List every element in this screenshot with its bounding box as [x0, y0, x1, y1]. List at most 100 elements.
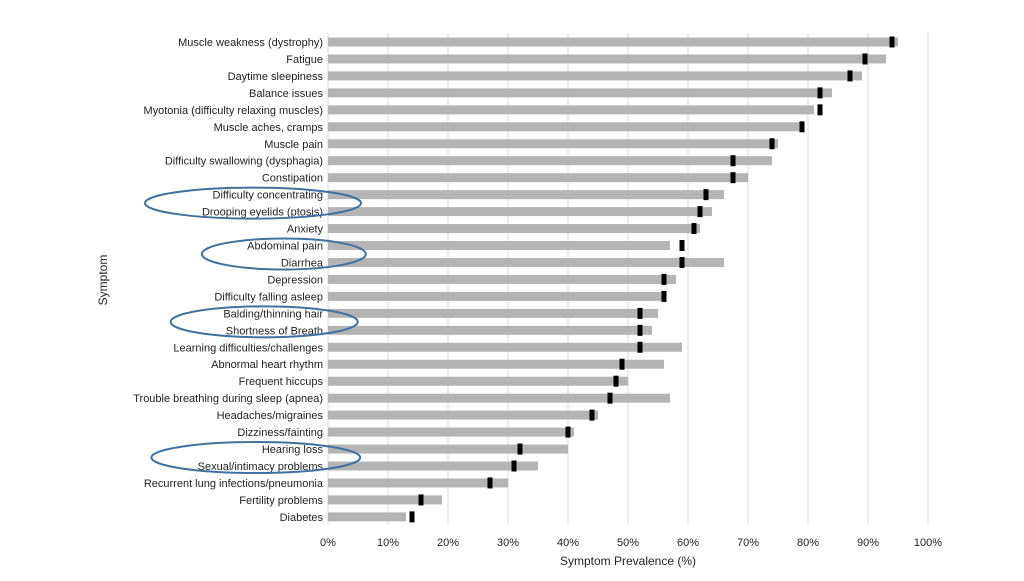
category-label: Headaches/migraines — [217, 410, 324, 422]
bar — [328, 427, 574, 437]
marker — [730, 155, 736, 167]
category-label: Depression — [267, 274, 323, 286]
marker — [697, 206, 703, 218]
bar — [328, 410, 598, 420]
marker — [661, 273, 667, 285]
x-tick-label: 0% — [320, 537, 336, 549]
y-axis-label: Symptom — [96, 255, 110, 306]
bar — [328, 241, 670, 251]
category-label: Muscle aches, cramps — [214, 122, 324, 134]
bar — [328, 173, 748, 183]
marker — [613, 375, 619, 387]
bar — [328, 122, 802, 132]
category-label: Constipation — [262, 173, 323, 185]
x-axis-label: Symptom Prevalence (%) — [560, 554, 696, 568]
highlight-ellipse — [200, 237, 367, 271]
bar — [328, 393, 670, 403]
category-label: Sexual/intimacy problems — [198, 461, 324, 473]
bar — [328, 207, 712, 217]
marker — [487, 477, 493, 489]
marker — [679, 240, 685, 252]
bar — [328, 274, 676, 284]
category-label: Trouble breathing during sleep (apnea) — [133, 393, 323, 405]
marker — [511, 460, 517, 472]
bar — [328, 54, 886, 64]
bar — [328, 257, 724, 267]
bar — [328, 308, 658, 318]
highlight-ellipse — [169, 305, 359, 339]
category-label: Frequent hiccups — [239, 376, 324, 388]
bars — [328, 37, 898, 522]
bar — [328, 495, 442, 505]
marker — [862, 53, 868, 65]
marker — [409, 511, 415, 523]
category-labels: Muscle weakness (dystrophy) Fatigue Daytim… — [133, 37, 324, 524]
bar — [328, 512, 406, 522]
category-label: Drooping eyelids (ptosis) — [202, 207, 323, 219]
bar — [328, 71, 862, 81]
highlight-ellipses — [144, 186, 367, 474]
marker — [517, 443, 523, 455]
marker — [637, 324, 643, 336]
bar — [328, 461, 538, 471]
marker — [679, 256, 685, 268]
marker — [691, 223, 697, 235]
highlight-ellipse — [150, 441, 362, 474]
x-tick-label: 50% — [617, 537, 639, 549]
marker — [889, 36, 895, 48]
x-tick-label: 60% — [677, 537, 699, 549]
category-label: Difficulty swallowing (dysphagia) — [165, 156, 323, 168]
marker — [607, 392, 613, 404]
x-tick-labels: 0% 10% 20% 30% 40% 50% 60% 70% 80% 90% 100% — [320, 537, 942, 549]
marker — [589, 409, 595, 421]
marker — [730, 172, 736, 184]
x-tick-label: 20% — [437, 537, 459, 549]
bar — [328, 444, 568, 454]
category-label: Balance issues — [249, 88, 323, 100]
x-tick-label: 10% — [377, 537, 399, 549]
category-label: Abnormal heart rhythm — [211, 359, 323, 371]
markers — [409, 36, 895, 523]
bar — [328, 478, 508, 488]
x-tick-label: 80% — [797, 537, 819, 549]
bar — [328, 156, 772, 166]
x-tick-label: 40% — [557, 537, 579, 549]
category-label: Fertility problems — [239, 495, 323, 507]
x-tick-label: 90% — [857, 537, 879, 549]
category-label: Diarrhea — [281, 257, 324, 269]
bar — [328, 325, 652, 335]
marker — [637, 341, 643, 353]
marker — [769, 138, 775, 150]
bar — [328, 105, 814, 115]
bar — [328, 139, 778, 149]
category-label: Anxiety — [287, 224, 324, 236]
x-tick-label: 70% — [737, 537, 759, 549]
marker — [799, 121, 805, 133]
category-label: Learning difficulties/challenges — [173, 342, 323, 354]
bar — [328, 376, 628, 386]
bar — [328, 88, 832, 98]
marker — [418, 494, 424, 506]
bar — [328, 224, 700, 234]
marker — [847, 70, 853, 82]
marker — [619, 358, 625, 370]
category-label: Difficulty falling asleep — [214, 291, 323, 303]
marker — [661, 290, 667, 302]
marker — [637, 307, 643, 319]
x-tick-label: 30% — [497, 537, 519, 549]
category-label: Myotonia (difficulty relaxing muscles) — [143, 105, 323, 117]
category-label: Difficulty concentrating — [213, 190, 323, 202]
category-label: Dizziness/fainting — [237, 427, 323, 439]
marker — [817, 104, 823, 116]
category-label: Diabetes — [280, 512, 324, 524]
category-label: Hearing loss — [262, 444, 324, 456]
highlight-ellipse — [144, 186, 362, 220]
category-label: Daytime sleepiness — [228, 71, 324, 83]
bar — [328, 291, 664, 301]
category-label: Shortness of Breath — [226, 325, 323, 337]
category-label: Muscle weakness (dystrophy) — [178, 37, 323, 49]
marker — [703, 189, 709, 201]
bar — [328, 37, 898, 47]
